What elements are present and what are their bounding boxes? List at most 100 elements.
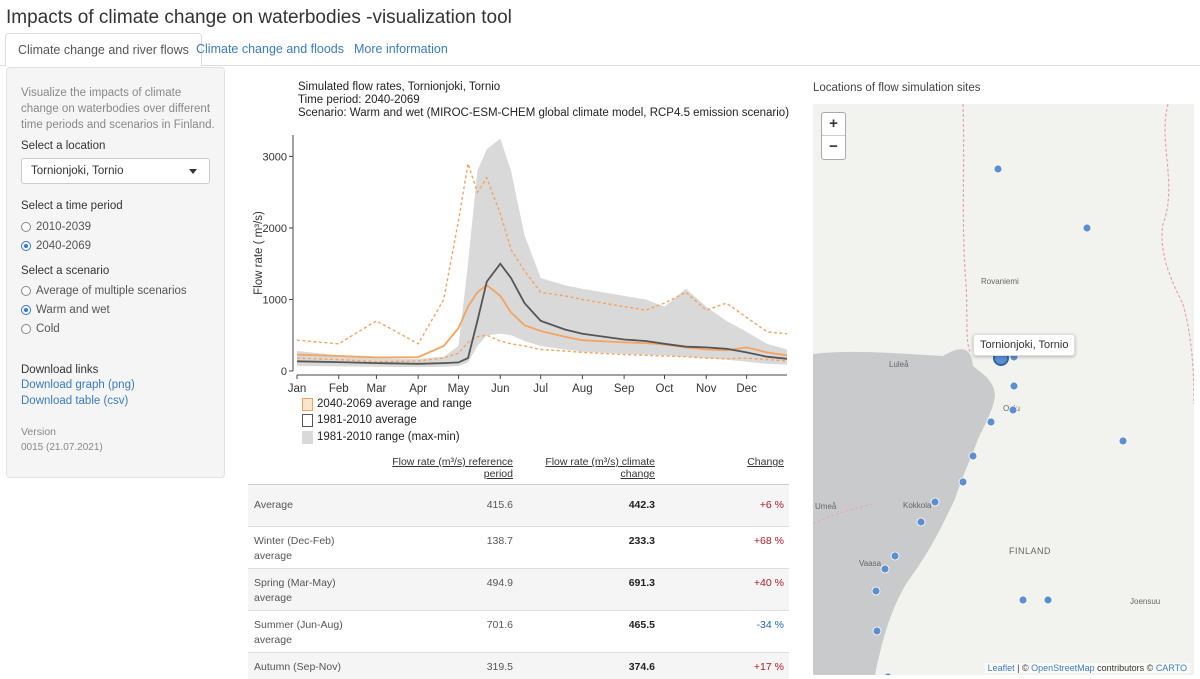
map-site-marker[interactable] (930, 497, 940, 507)
y-tick-label: 1000 (263, 294, 287, 306)
scenario-option-cold[interactable]: Cold (21, 321, 60, 337)
map-site-marker[interactable] (986, 417, 996, 427)
map-label-vaasa: Vaasa (859, 559, 882, 568)
chart-period: Time period: 2040-2069 (298, 94, 420, 106)
map-site-marker[interactable] (1043, 595, 1053, 605)
y-tick-label: 2000 (263, 223, 287, 235)
sidebar-intro: Visualize the impacts of climate change … (21, 87, 215, 131)
scenario-option-label: Cold (36, 323, 60, 335)
map-site-marker[interactable] (871, 586, 881, 596)
table-row: Summer (Jun-Aug) average 701.6 465.5 -34… (248, 611, 789, 653)
x-tick-label: Oct (656, 383, 675, 395)
column-header-reference[interactable]: Flow rate (m³/s) reference period (392, 456, 513, 480)
map-site-marker[interactable] (1118, 436, 1128, 446)
radio-button-selected-icon[interactable] (21, 241, 31, 251)
sidebar-panel: Visualize the impacts of climate change … (6, 67, 225, 478)
map-view[interactable]: Rovaniemi Luleå Oulu Kokkola Vaasa Umeå … (813, 104, 1194, 675)
map-site-marker[interactable] (890, 551, 900, 561)
period-option-2040-2069[interactable]: 2040-2069 (21, 238, 91, 254)
row-label: Average (254, 499, 293, 511)
tab-floods[interactable]: Climate change and floods (196, 42, 345, 56)
map-site-marker[interactable] (916, 517, 926, 527)
scenario-option-label: Warm and wet (36, 304, 110, 316)
scenario-label: Select a scenario (21, 265, 110, 277)
row-change-value: -34 % (756, 619, 784, 631)
tab-river-flows[interactable]: Climate change and river flows (5, 33, 202, 67)
chevron-down-icon (189, 169, 197, 174)
radio-button-icon[interactable] (21, 222, 31, 232)
radio-button-icon[interactable] (21, 324, 31, 334)
row-label: Winter (Dec-Feb) average (254, 535, 335, 562)
map-label-finland: FINLAND (1009, 546, 1052, 556)
column-header-change[interactable]: Change (747, 456, 784, 468)
row-reference-value: 494.9 (486, 577, 513, 589)
scenario-option-label: Average of multiple scenarios (36, 285, 187, 297)
period-label: Select a time period (21, 200, 123, 212)
flow-chart: 0 1000 2000 3000 Flow rate ( m³/s) Jan Feb Mar A… (253, 135, 788, 395)
table-header: Flow rate (m³/s) reference period Flow r… (248, 452, 789, 485)
y-axis-label: Flow rate ( m³/s) (253, 211, 265, 295)
map-label-umea: Umeå (815, 502, 837, 511)
row-change-value: +40 % (753, 577, 784, 589)
legend-item-reference-range: 1981-2010 range (max-min) (302, 430, 460, 444)
map-site-marker[interactable] (1082, 223, 1092, 233)
column-header-climate-change[interactable]: Flow rate (m³/s) climate change (545, 456, 655, 480)
map-attribution: Leaflet | © OpenStreetMap contributors ©… (984, 663, 1190, 673)
map-site-marker[interactable] (872, 626, 882, 636)
map-label-lulea: Luleå (889, 360, 909, 369)
table-body: Average 415.6 442.3 +6 % Winter (Dec-Feb… (248, 485, 789, 679)
row-label: Autumn (Sep-Nov) average (254, 661, 341, 679)
scenario-option-average[interactable]: Average of multiple scenarios (21, 283, 187, 299)
map-site-marker[interactable] (958, 477, 968, 487)
period-option-2010-2039[interactable]: 2010-2039 (21, 219, 91, 235)
map-site-marker[interactable] (880, 564, 890, 574)
row-climate-change-value: 233.3 (628, 535, 655, 547)
tab-more-information[interactable]: More information (354, 42, 448, 56)
row-reference-value: 415.6 (486, 499, 513, 511)
map-site-marker[interactable] (1008, 405, 1018, 415)
radio-button-selected-icon[interactable] (21, 305, 31, 315)
map-site-marker[interactable] (1009, 381, 1019, 391)
reference-range-band (297, 138, 787, 368)
x-tick-label: Nov (696, 383, 717, 395)
map-label-joensuu: Joensuu (1130, 597, 1161, 606)
x-tick-label: Feb (329, 383, 349, 395)
version-label: Version (21, 426, 57, 438)
download-table-link[interactable]: Download table (csv) (21, 395, 129, 407)
row-reference-value: 138.7 (486, 535, 513, 547)
table-row: Autumn (Sep-Nov) average 319.5 374.6 +17… (248, 653, 789, 679)
row-climate-change-value: 374.6 (628, 661, 655, 673)
zoom-out-button[interactable]: − (829, 138, 838, 155)
row-reference-value: 319.5 (486, 661, 513, 673)
zoom-in-button[interactable]: + (822, 113, 845, 136)
legend-item-reference-average: 1981-2010 average (302, 413, 417, 427)
y-tick-label: 3000 (263, 151, 287, 163)
x-tick-label: Dec (736, 383, 757, 395)
table-row: Winter (Dec-Feb) average 138.7 233.3 +68… (248, 527, 789, 569)
map-site-marker[interactable] (884, 672, 892, 675)
location-select[interactable]: Tornionjoki, Tornio (21, 158, 210, 184)
map-zoom-control: + − (821, 112, 846, 160)
legend-swatch-range (302, 430, 313, 444)
osm-link[interactable]: OpenStreetMap (1031, 663, 1095, 673)
x-tick-label: May (448, 383, 470, 395)
chart-title: Simulated flow rates, Tornionjoki, Torni… (298, 81, 501, 93)
legend-swatch-reference (302, 413, 313, 427)
map-site-marker[interactable] (993, 164, 1003, 174)
download-graph-link[interactable]: Download graph (png) (21, 379, 135, 391)
radio-button-icon[interactable] (21, 286, 31, 296)
map-site-marker[interactable] (968, 451, 978, 461)
version-value: 0015 (21.07.2021) (21, 442, 103, 453)
map-site-marker[interactable] (1018, 595, 1028, 605)
summary-table: Flow rate (m³/s) reference period Flow r… (248, 452, 789, 679)
table-row: Average 415.6 442.3 +6 % (248, 485, 789, 527)
legend-label: 1981-2010 average (317, 414, 417, 426)
scenario-option-warm-wet[interactable]: Warm and wet (21, 302, 110, 318)
carto-link[interactable]: CARTO (1155, 663, 1187, 673)
row-climate-change-value: 465.5 (628, 619, 655, 631)
map-popup: Tornionjoki, Tornio (973, 334, 1076, 356)
leaflet-link[interactable]: Leaflet (987, 663, 1015, 673)
x-tick-label: Jun (491, 383, 510, 395)
x-tick-label: Apr (409, 383, 427, 395)
map-basemap (813, 104, 1194, 675)
